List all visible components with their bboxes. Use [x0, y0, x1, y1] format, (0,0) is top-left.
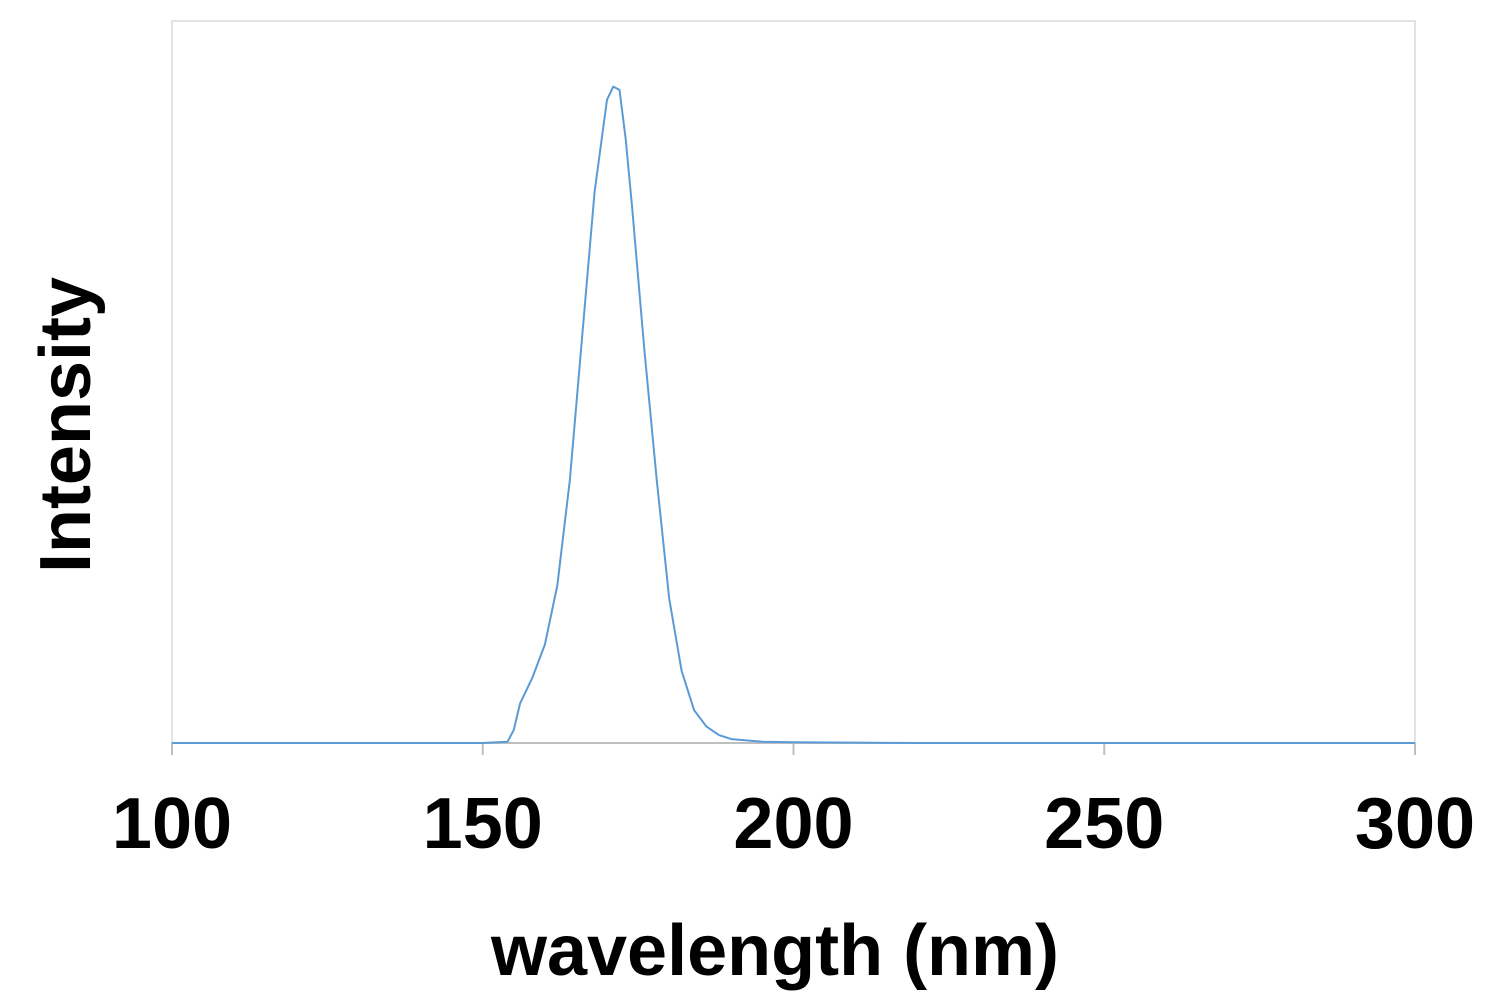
series-line	[172, 85, 1415, 744]
x-tick-label: 300	[1355, 784, 1475, 864]
x-tick-label: 250	[1044, 784, 1164, 864]
plot-area-border	[171, 20, 1416, 744]
series-layer	[172, 85, 1415, 744]
x-tick-label: 200	[733, 784, 853, 864]
x-axis-title: wavelength (nm)	[490, 911, 1059, 991]
x-tick-label: 150	[423, 784, 543, 864]
x-axis: 100 150 200 250 300	[112, 742, 1475, 864]
x-tick-label: 100	[112, 784, 232, 864]
y-axis-title: Intensity	[26, 277, 106, 573]
